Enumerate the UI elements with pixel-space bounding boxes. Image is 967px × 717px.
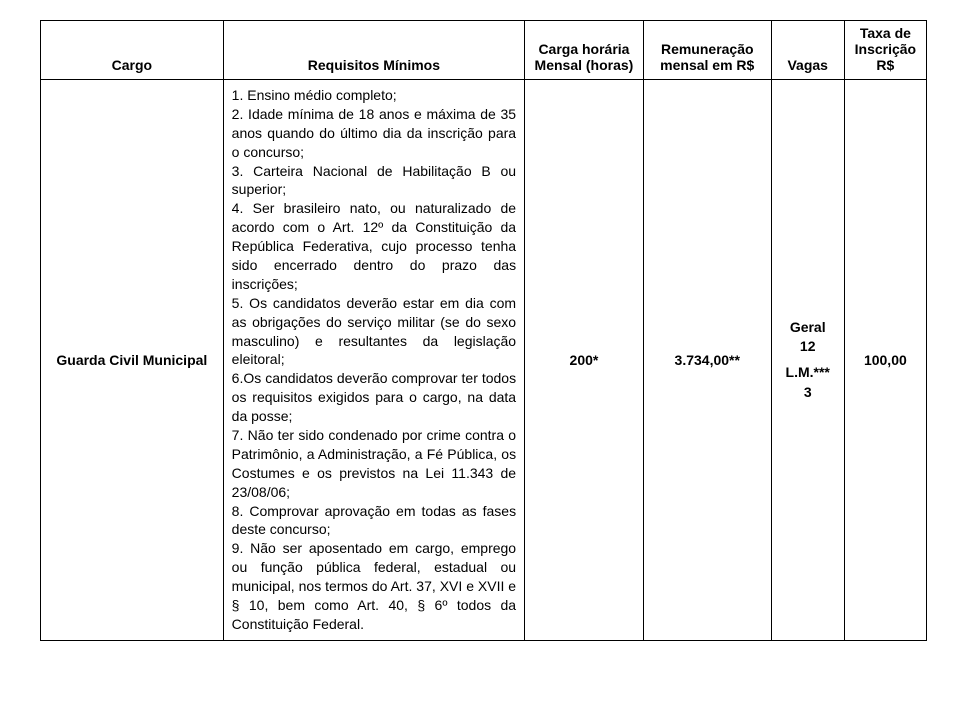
table-header-row: Cargo Requisitos Mínimos Carga horária M… [41, 21, 927, 80]
cell-vagas: Geral 12 L.M.*** 3 [771, 80, 844, 641]
table-header: Cargo Requisitos Mínimos Carga horária M… [41, 21, 927, 80]
header-remuneracao: Remuneração mensal em R$ [643, 21, 771, 80]
header-cargo: Cargo [41, 21, 224, 80]
header-vagas: Vagas [771, 21, 844, 80]
table-row: Guarda Civil Municipal 1. Ensino médio c… [41, 80, 927, 641]
cell-carga: 200* [525, 80, 644, 641]
cell-cargo: Guarda Civil Municipal [41, 80, 224, 641]
header-requisitos: Requisitos Mínimos [223, 21, 524, 80]
vagas-geral-value: 12 [778, 337, 838, 357]
cell-taxa: 100,00 [844, 80, 926, 641]
header-taxa: Taxa de Inscrição R$ [844, 21, 926, 80]
vagas-lm-value: 3 [778, 383, 838, 403]
header-carga: Carga horária Mensal (horas) [525, 21, 644, 80]
table-body: Guarda Civil Municipal 1. Ensino médio c… [41, 80, 927, 641]
vagas-geral-label: Geral [778, 318, 838, 338]
cell-requisitos: 1. Ensino médio completo;2. Idade mínima… [223, 80, 524, 641]
cell-remuneracao: 3.734,00** [643, 80, 771, 641]
job-requirements-table: Cargo Requisitos Mínimos Carga horária M… [40, 20, 927, 641]
vagas-lm-label: L.M.*** [778, 363, 838, 383]
